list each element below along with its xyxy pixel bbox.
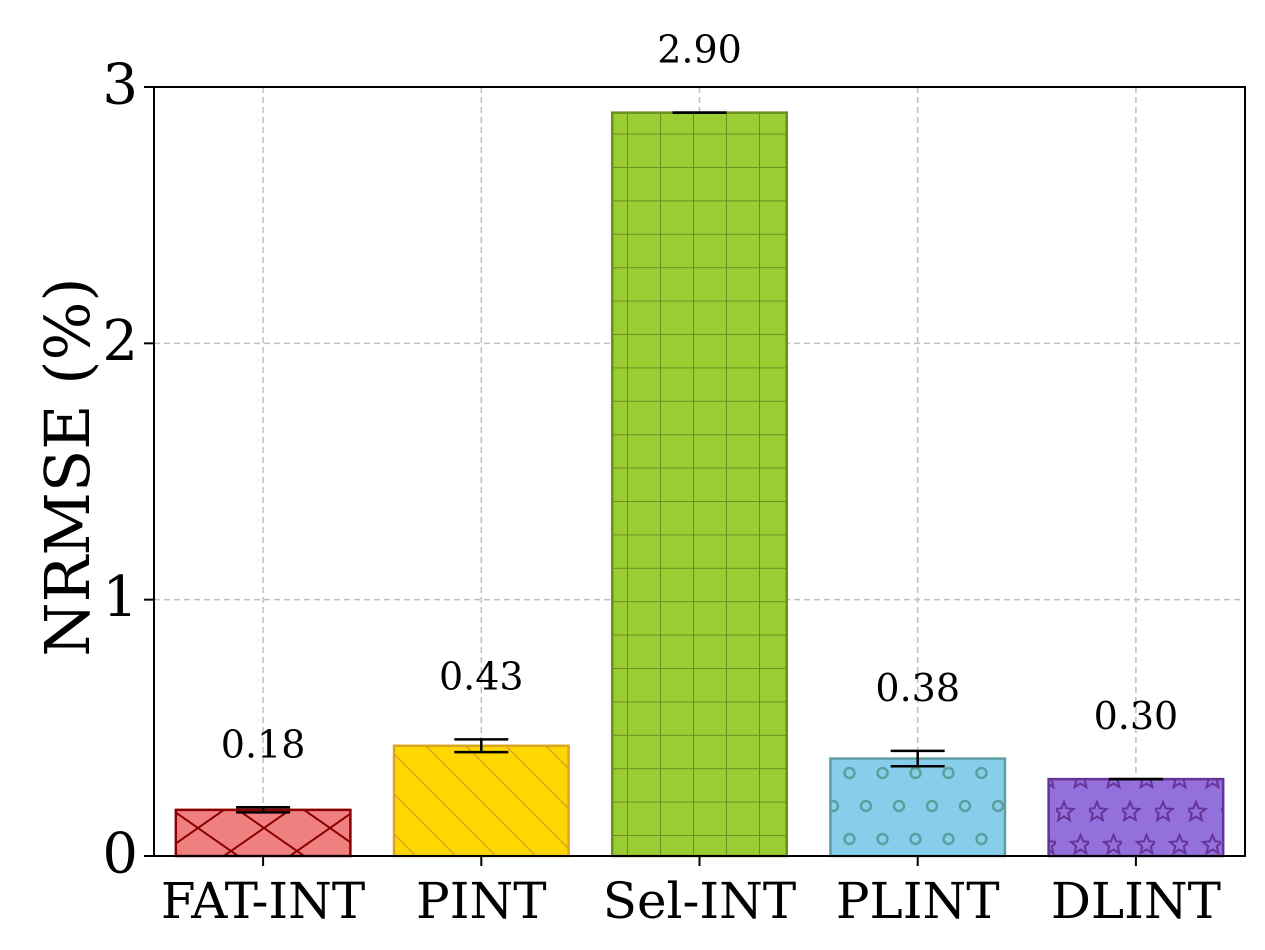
- bar-sel-int: [610, 111, 789, 858]
- y-axis: 0 1 2 3: [102, 53, 154, 887]
- data-label: 0.38: [875, 666, 960, 710]
- y-tick-label: 1: [102, 565, 138, 630]
- y-tick-label: 0: [102, 822, 138, 887]
- y-axis-title: NRMSE (%): [31, 277, 104, 656]
- y-tick-label: 3: [102, 53, 138, 118]
- x-tick-label: PINT: [416, 872, 547, 930]
- data-label: 0.43: [439, 654, 524, 698]
- x-tick-label: PLINT: [836, 872, 1000, 930]
- bars-group: [174, 111, 1225, 858]
- y-tick-label: 2: [102, 309, 138, 374]
- value-labels-group: 0.18 0.43 2.90 0.38 0.30: [221, 28, 1178, 767]
- bar-dlint: [1047, 777, 1225, 858]
- error-bar: [236, 806, 291, 814]
- error-bar: [890, 749, 945, 768]
- data-label: 0.30: [1094, 694, 1179, 738]
- bar-plint: [829, 757, 1007, 858]
- x-tick-label: Sel-INT: [603, 872, 797, 930]
- x-tick-label: FAT-INT: [161, 872, 365, 930]
- error-bars-group: [236, 111, 1163, 814]
- bar-pint: [392, 744, 570, 858]
- error-bar: [454, 738, 509, 754]
- x-axis: FAT-INT PINT Sel-INT PLINT DLINT: [161, 856, 1221, 930]
- data-label: 0.18: [221, 722, 306, 766]
- x-tick-label: DLINT: [1051, 872, 1221, 930]
- data-label: 2.90: [657, 28, 742, 72]
- bar-fat-int: [174, 808, 352, 858]
